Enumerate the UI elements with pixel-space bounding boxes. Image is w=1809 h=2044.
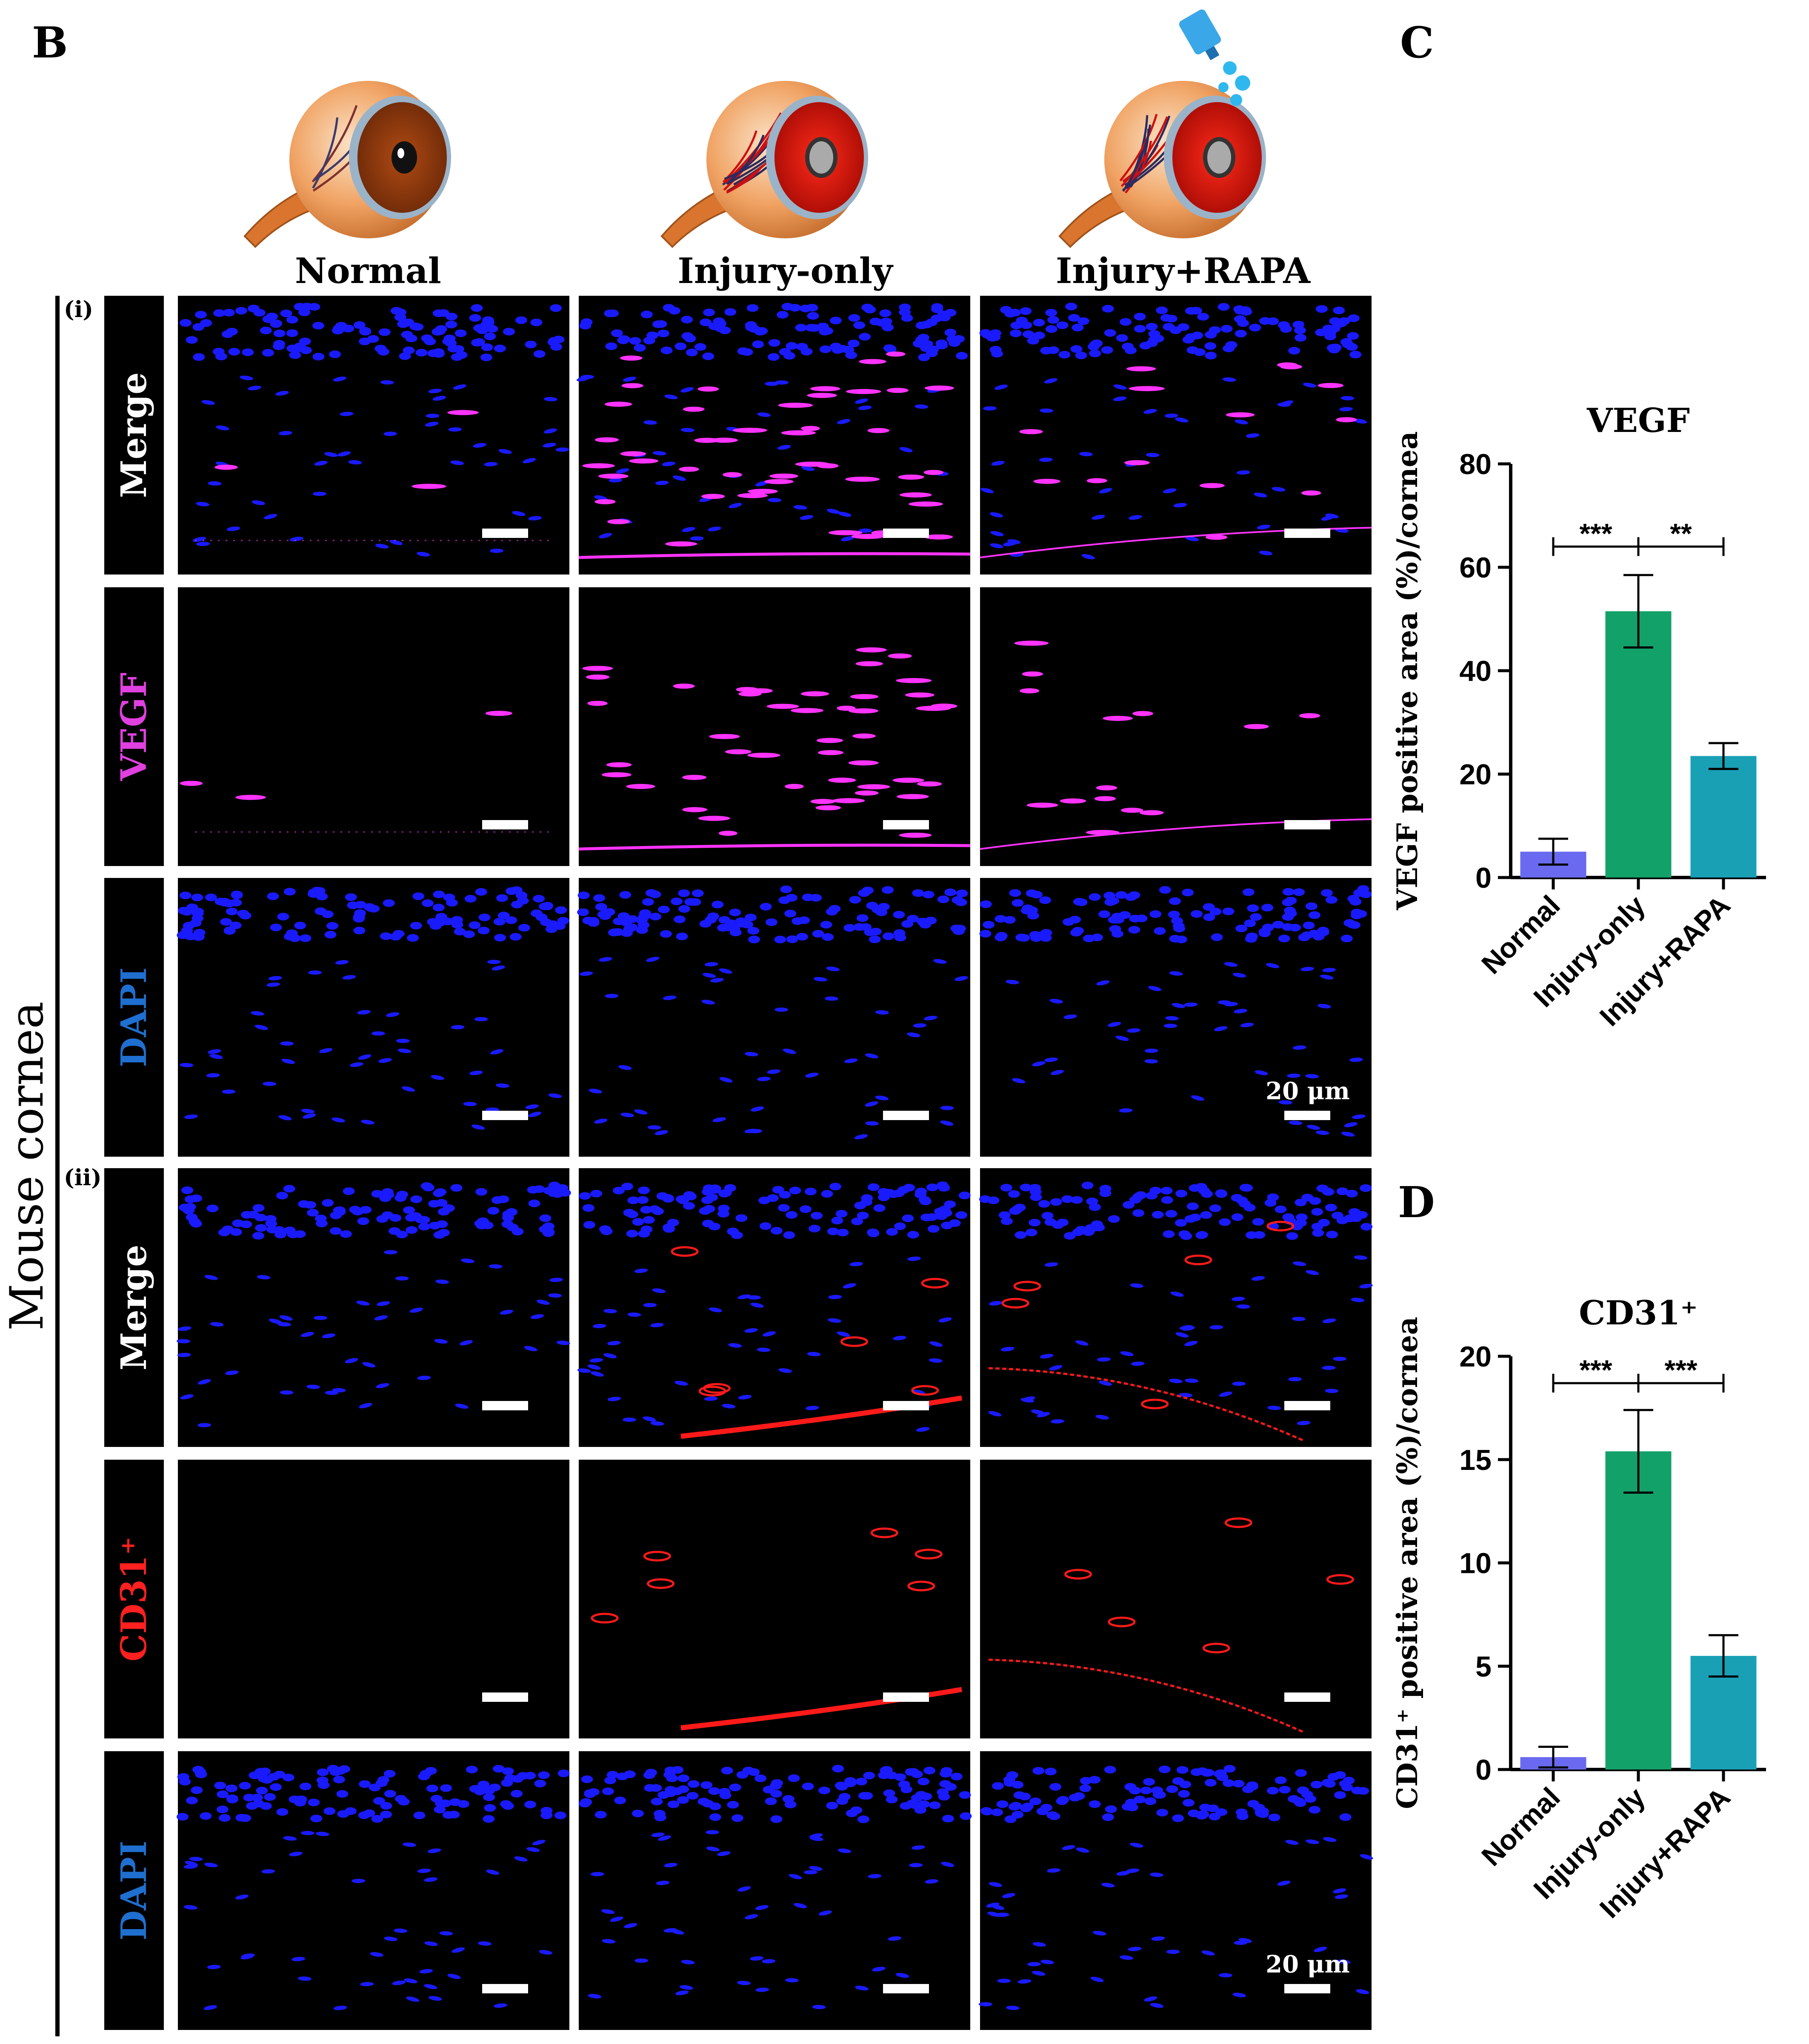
chart-vegf-sig-label: ** <box>1670 517 1692 549</box>
scale-bar <box>482 529 528 538</box>
scale-bar <box>1284 1111 1330 1120</box>
row-label: DAPI <box>114 1841 154 1941</box>
eye-illustration-0 <box>243 81 451 248</box>
micrograph-r1-c0 <box>178 587 569 866</box>
micrograph-r4-c0 <box>178 1460 569 1738</box>
panel-letter-b: B <box>32 17 68 68</box>
scale-bar <box>883 529 929 538</box>
chart-cd31-sig-label: *** <box>1664 1354 1697 1386</box>
scale-bar <box>482 1984 528 1993</box>
row-label: Merge <box>114 372 154 498</box>
scale-bar <box>883 1692 929 1702</box>
group-label-injury-only: Injury-only <box>677 251 894 292</box>
row-label-box <box>104 878 164 1157</box>
drop-icon <box>1218 82 1229 92</box>
chart-vegf-y-tick-label: 20 <box>1459 758 1492 791</box>
chart-cd31-y-tick-label: 15 <box>1459 1444 1492 1476</box>
chart-vegf-y-label: VEGF positive area (%)/cornea <box>1391 431 1424 910</box>
row-label: VEGF <box>114 672 154 781</box>
scale-bar <box>1284 1692 1330 1702</box>
chart-cd31: CD31⁺ 0 5 10 15 20 CD31⁺ positive area (%)/cor… <box>1391 1294 1766 1924</box>
chart-vegf-y-tick-label: 40 <box>1459 655 1492 687</box>
scale-bar <box>482 820 528 829</box>
scale-bar <box>883 1984 929 1993</box>
section-label-i: (i) <box>64 297 93 323</box>
micrograph-r0-c2 <box>979 296 1372 575</box>
micrograph-r3-c2 <box>979 1168 1373 1447</box>
scale-bar <box>482 1111 528 1120</box>
scale-bar <box>482 1401 528 1410</box>
chart-vegf-y-tick-label: 80 <box>1459 448 1492 480</box>
chart-vegf-y-tick-label: 60 <box>1459 552 1492 584</box>
eye-illustrations <box>243 9 1266 248</box>
micrograph-r2-c2: 20 μm <box>979 878 1372 1157</box>
scale-bar <box>1284 820 1330 829</box>
micrograph-r2-c1 <box>577 878 970 1157</box>
micrograph-grid: Merge VEGF DAPI 20 μm Merge CD31⁺ DAPI 20 μm <box>104 296 1373 2030</box>
micrograph-r1-c2 <box>980 587 1372 866</box>
row-label: DAPI <box>114 967 154 1067</box>
micrograph-r5-c1 <box>579 1751 972 2030</box>
row-label-box <box>104 587 164 866</box>
scale-bar <box>1284 1401 1330 1410</box>
scale-bar <box>1284 529 1330 538</box>
row-label-box <box>104 1460 164 1738</box>
chart-cd31-bar-1 <box>1605 1451 1672 1770</box>
micrograph-r4-c1 <box>579 1460 970 1738</box>
chart-vegf-bar-1 <box>1605 611 1672 878</box>
row-label: CD31⁺ <box>114 1537 154 1662</box>
chart-vegf-sig-label: *** <box>1579 517 1612 549</box>
micrograph-r0-c1 <box>576 296 971 575</box>
eye-illustration-1 <box>660 81 868 248</box>
chart-cd31-y-label: CD31⁺ positive area (%)/cornea <box>1391 1317 1424 1809</box>
row-label: Merge <box>114 1245 154 1371</box>
row-label-box <box>104 1168 164 1447</box>
panel-letter-d: D <box>1398 1177 1435 1227</box>
scale-bar-label: 20 μm <box>1266 1077 1350 1105</box>
panel-letter-c: C <box>1400 17 1434 68</box>
scale-bar <box>883 1401 929 1410</box>
chart-vegf-bar-2 <box>1690 756 1757 878</box>
group-label-normal: Normal <box>295 251 441 292</box>
eye-drop-bottle-icon <box>1179 9 1221 60</box>
chart-vegf-title: VEGF <box>1586 401 1690 440</box>
micrograph-r1-c1 <box>578 587 971 866</box>
scale-bar <box>883 1111 929 1120</box>
scale-bar <box>482 1692 528 1702</box>
section-label-ii: (ii) <box>64 1165 102 1191</box>
micrograph-r4-c2 <box>980 1460 1372 1738</box>
micrograph-r5-c0 <box>177 1751 570 2030</box>
micrograph-r2-c0 <box>177 878 569 1157</box>
scale-bar <box>883 820 929 829</box>
chart-cd31-sig-label: *** <box>1579 1354 1612 1386</box>
drop-icon <box>1230 94 1242 106</box>
chart-vegf: VEGF 0 20 40 60 80 VEGF positive area (%)/corn… <box>1391 401 1766 1032</box>
side-label-mouse-cornea: Mouse cornea <box>0 1001 54 1331</box>
micrograph-r5-c2: 20 μm <box>978 1751 1373 2030</box>
chart-cd31-title: CD31⁺ <box>1579 1294 1698 1332</box>
chart-cd31-y-tick-label: 10 <box>1459 1547 1492 1580</box>
row-label-box <box>104 1751 164 2030</box>
micrograph-r0-c0 <box>178 296 569 575</box>
chart-cd31-y-tick-label: 0 <box>1475 1754 1492 1786</box>
scale-bar-label: 20 μm <box>1266 1950 1350 1978</box>
micrograph-r3-c1 <box>577 1168 971 1447</box>
chart-cd31-y-tick-label: 20 <box>1459 1341 1492 1373</box>
drop-icon <box>1223 61 1237 75</box>
chart-cd31-y-tick-label: 5 <box>1475 1650 1492 1683</box>
chart-vegf-y-tick-label: 0 <box>1475 862 1492 894</box>
row-label-box <box>104 296 164 575</box>
scale-bar <box>1284 1984 1330 1993</box>
micrograph-r3-c0 <box>177 1168 571 1447</box>
eye-illustration-2 <box>1058 9 1266 248</box>
group-label-injury-rapa: Injury+RAPA <box>1056 251 1311 292</box>
drop-icon <box>1235 75 1250 91</box>
